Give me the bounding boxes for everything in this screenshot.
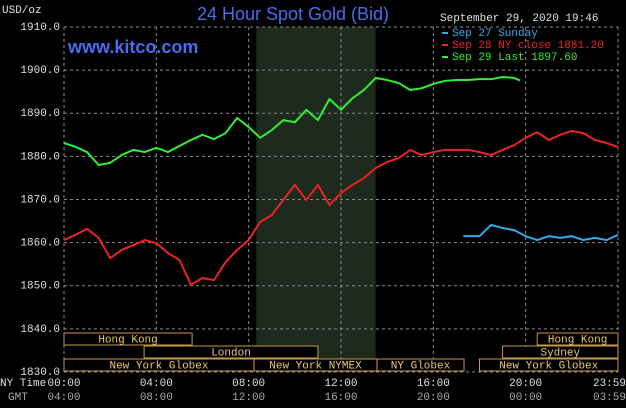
x2-tick-label: 16:00 <box>324 392 357 404</box>
session-label: NY Globex <box>391 360 451 372</box>
x2-tick-label: 08:00 <box>140 392 173 404</box>
x2-tick-label: 03:59 <box>593 392 626 404</box>
session-label: New York Globex <box>499 360 598 372</box>
x-tick-label: 08:00 <box>232 378 265 390</box>
session-box <box>536 332 619 346</box>
x2-axis-label: GMT <box>8 392 28 404</box>
x-tick-label: 00:00 <box>47 378 80 390</box>
session-label: New York NYMEX <box>269 360 362 372</box>
timestamp: September 29, 2020 19:46 <box>440 13 598 25</box>
session-label: London <box>211 347 251 359</box>
x2-tick-label: 12:00 <box>232 392 265 404</box>
y-tick-label: 1840.0 <box>20 324 60 336</box>
session-label: Hong Kong <box>98 334 157 346</box>
session-label: Sydney <box>540 347 580 359</box>
y-tick-label: 1830.0 <box>20 367 60 379</box>
session-label: Hong Kong <box>548 334 607 346</box>
y-tick-label: 1870.0 <box>20 194 60 206</box>
legend-label: Sep 29 Last 1897.60 <box>452 52 577 64</box>
y-tick-label: 1900.0 <box>20 65 60 77</box>
legend-label: Sep 27 Sunday <box>452 28 538 40</box>
price-line <box>63 129 619 286</box>
y-tick-label: 1910.0 <box>20 22 60 34</box>
price-line <box>463 223 619 242</box>
x-axis-label: NY Time <box>0 378 46 390</box>
x-tick-label: 23:59 <box>593 378 626 390</box>
x2-tick-label: 20:00 <box>417 392 450 404</box>
session-box <box>479 358 619 372</box>
y-tick-label: 1880.0 <box>20 151 60 163</box>
x-tick-label: 04:00 <box>140 378 173 390</box>
y-tick-label: 1890.0 <box>20 108 60 120</box>
website: www.kitco.com <box>67 37 198 57</box>
session-box <box>63 332 193 346</box>
x2-tick-label: 00:00 <box>509 392 542 404</box>
legend-label: Sep 28 NY close 1881.20 <box>452 40 604 52</box>
x2-tick-label: 04:00 <box>47 392 80 404</box>
y-axis-label: USD/oz <box>2 5 42 17</box>
x-tick-label: 12:00 <box>324 378 357 390</box>
session-label: New York Globex <box>109 360 208 372</box>
session-box <box>143 345 319 359</box>
session-box <box>502 345 619 359</box>
price-line <box>63 76 521 166</box>
x-tick-label: 16:00 <box>417 378 450 390</box>
session-box <box>376 358 465 372</box>
x-tick-label: 20:00 <box>509 378 542 390</box>
chart-title: 24 Hour Spot Gold (Bid) <box>197 4 389 24</box>
y-tick-label: 1860.0 <box>20 238 60 250</box>
y-tick-label: 1850.0 <box>20 281 60 293</box>
